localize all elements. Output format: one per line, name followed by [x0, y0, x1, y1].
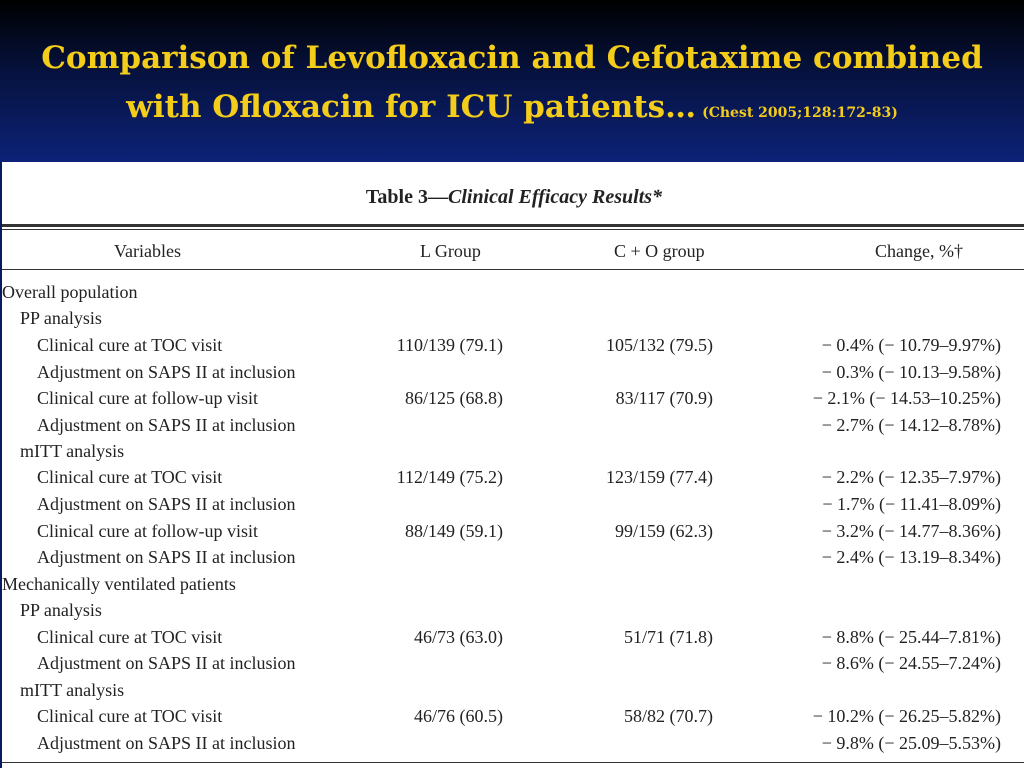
slide-title-line-2: with Ofloxacin for ICU patients… (Chest 2…	[0, 87, 1024, 133]
row-l-group: 46/76 (60.5)	[414, 706, 503, 726]
table-row: Clinical cure at TOC visit 112/149 (75.2)…	[2, 464, 1024, 490]
row-l-group: 110/139 (79.1)	[396, 335, 503, 355]
table-row: Overall population	[2, 279, 1024, 305]
table-row: Clinical cure at TOC visit 46/76 (60.5) 58…	[2, 703, 1024, 729]
table-label: Table 3—	[365, 186, 448, 208]
row-variable: Clinical cure at TOC visit	[37, 335, 223, 355]
row-change: − 3.2% (− 14.77–8.36%)	[821, 521, 1001, 541]
table-row: Clinical cure at TOC visit 110/139 (79.1)…	[2, 332, 1024, 358]
row-variable: Clinical cure at TOC visit	[37, 627, 223, 647]
row-variable: Clinical cure at TOC visit	[37, 467, 223, 487]
row-variable: Clinical cure at TOC visit	[37, 706, 223, 726]
row-change: − 2.7% (− 14.12–8.78%)	[821, 415, 1001, 435]
slide-title-line-1: Comparison of Levofloxacin and Cefotaxim…	[41, 40, 983, 76]
row-change: − 8.8% (− 25.44–7.81%)	[821, 627, 1001, 647]
table-row: mITT analysis	[2, 438, 1024, 464]
row-co-group: 83/117 (70.9)	[615, 388, 713, 408]
table-row: Mechanically ventilated patients	[2, 571, 1024, 597]
table-row: Adjustment on SAPS II at inclusion − 8.6%…	[2, 650, 1024, 676]
row-change: − 10.2% (− 26.25–5.82%)	[812, 706, 1001, 726]
table-row: Adjustment on SAPS II at inclusion − 1.7%…	[2, 491, 1024, 517]
row-change: − 0.3% (− 10.13–9.58%)	[821, 362, 1001, 382]
row-change: − 2.1% (− 14.53–10.25%)	[812, 388, 1001, 408]
table-row: Adjustment on SAPS II at inclusion − 9.8%…	[2, 730, 1024, 756]
row-variable: Adjustment on SAPS II at inclusion	[37, 415, 296, 435]
header-rule	[2, 269, 1024, 270]
row-variable: PP analysis	[20, 600, 102, 620]
row-co-group: 58/82 (70.7)	[624, 706, 713, 726]
table-row: Clinical cure at follow-up visit 86/125 (…	[2, 385, 1024, 411]
table-row: Clinical cure at TOC visit 46/73 (63.0) 51…	[2, 624, 1024, 650]
table-header-row: Variables L Group C + O group Change, %†	[2, 238, 1024, 264]
row-l-group: 46/73 (63.0)	[414, 627, 503, 647]
table-row: Adjustment on SAPS II at inclusion − 2.7%…	[2, 412, 1024, 438]
row-variable: Adjustment on SAPS II at inclusion	[37, 547, 296, 567]
row-l-group: 88/149 (59.1)	[405, 521, 503, 541]
row-variable: Adjustment on SAPS II at inclusion	[37, 362, 296, 382]
row-co-group: 99/159 (62.3)	[615, 521, 713, 541]
table-top-rule	[2, 224, 1024, 227]
table-row: Adjustment on SAPS II at inclusion − 2.4%…	[2, 544, 1024, 570]
row-co-group: 51/71 (71.8)	[624, 627, 713, 647]
citation: (Chest 2005;128:172-83)	[702, 105, 898, 121]
slide-title-line-2-text: with Ofloxacin for ICU patients…	[126, 89, 697, 125]
table-top-rule-thin	[2, 229, 1024, 230]
header-variables: Variables	[114, 241, 181, 261]
table-row: mITT analysis	[2, 677, 1024, 703]
table-panel: Table 3—Clinical Efficacy Results* Varia…	[0, 162, 1024, 768]
row-co-group: 123/159 (77.4)	[606, 467, 713, 487]
row-change: − 2.2% (− 12.35–7.97%)	[821, 467, 1001, 487]
row-l-group: 112/149 (75.2)	[396, 467, 503, 487]
row-variable: Adjustment on SAPS II at inclusion	[37, 733, 296, 753]
table-title: Table 3—Clinical Efficacy Results*	[2, 186, 1024, 209]
row-variable: PP analysis	[20, 308, 102, 328]
header-change: Change, %†	[875, 241, 963, 261]
table-caption: Clinical Efficacy Results*	[447, 186, 663, 208]
row-change: − 2.4% (− 13.19–8.34%)	[821, 547, 1001, 567]
row-change: − 8.6% (− 24.55–7.24%)	[821, 653, 1001, 673]
table-row: PP analysis	[2, 597, 1024, 623]
table-row: Clinical cure at follow-up visit 88/149 (…	[2, 518, 1024, 544]
row-change: − 1.7% (− 11.41–8.09%)	[822, 494, 1001, 514]
row-variable: Clinical cure at follow-up visit	[37, 388, 258, 408]
table-bottom-rule	[2, 762, 1024, 763]
row-variable: Adjustment on SAPS II at inclusion	[37, 653, 296, 673]
row-l-group: 86/125 (68.8)	[405, 388, 503, 408]
row-change: − 0.4% (− 10.79–9.97%)	[821, 335, 1001, 355]
row-variable: Adjustment on SAPS II at inclusion	[37, 494, 296, 514]
row-variable: Clinical cure at follow-up visit	[37, 521, 258, 541]
row-variable: Overall population	[2, 282, 138, 302]
header-co-group: C + O group	[614, 241, 705, 261]
table-row: Adjustment on SAPS II at inclusion − 0.3%…	[2, 359, 1024, 385]
slide-header: Comparison of Levofloxacin and Cefotaxim…	[0, 0, 1024, 162]
row-change: − 9.8% (− 25.09–5.53%)	[821, 733, 1001, 753]
table-row: PP analysis	[2, 305, 1024, 331]
row-variable: mITT analysis	[20, 441, 125, 461]
row-variable: Mechanically ventilated patients	[2, 574, 236, 594]
row-variable: mITT analysis	[20, 680, 125, 700]
header-l-group: L Group	[420, 241, 481, 261]
row-co-group: 105/132 (79.5)	[606, 335, 713, 355]
